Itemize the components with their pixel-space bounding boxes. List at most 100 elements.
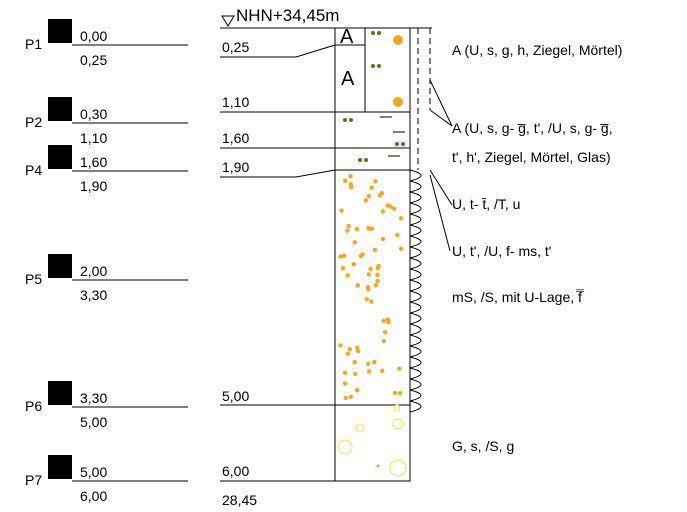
sand-dot [380,368,385,373]
dot [371,31,375,35]
sand-dot [366,194,372,199]
sand-dot [395,233,400,238]
sample-label: P1 [25,36,42,52]
sand-dot [388,204,393,209]
layer-description: A (U, s, g, h, Ziegel, Mörtel) [452,42,622,58]
sand-dot [376,263,381,269]
dot [377,64,381,68]
gravel [355,423,365,433]
sand-dot [346,223,351,229]
sand-dot [348,394,354,399]
sample-top: 0,30 [80,106,107,122]
sand-dot [343,178,348,183]
layer-description: G, s, /S, g [452,438,514,454]
sand-dot [348,182,353,187]
sand-dot [375,272,380,278]
dot [343,118,347,122]
sample-label: P4 [25,162,42,178]
depth-label: 1,10 [222,94,249,110]
svg-text:A: A [341,68,355,90]
gravel [392,418,404,430]
sand-dot [369,299,374,304]
depth-label: 6,00 [222,463,249,479]
sand-dot [373,282,379,288]
silt-lens [409,169,422,413]
sand-dot [398,216,404,221]
sample-bottom: 1,90 [80,178,107,194]
sample-bottom: 3,30 [80,287,107,303]
sand-dot [380,209,386,214]
sand-dot [372,247,378,253]
sand-dot [377,193,383,198]
sand-dot [369,185,374,190]
sand-dot [352,240,357,245]
sand-dot [358,253,363,259]
sand-dot [347,346,353,352]
sample-top: 0,00 [80,28,107,44]
sample-label: P6 [25,398,42,414]
sand-dot [373,179,378,184]
column-frame: A A [220,15,453,482]
sand-dot [352,359,357,365]
sand-dot [365,284,371,290]
sand-dot [342,370,348,376]
sand-dot [341,253,347,258]
gravel [393,404,401,412]
sample-bottom: 1,10 [80,130,107,146]
sample-bottom: 5,00 [80,414,107,430]
sample-marker [48,97,72,121]
sand-dot [339,208,344,213]
sand-dot [397,366,402,371]
labels: P1 0,00 0,25 P2 0,30 1,10 P4 1,60 1,90 P5 2,00 3,30… [25,19,622,508]
sand-dot [397,391,403,396]
sand-dot [363,198,369,203]
sample-marker [48,145,72,169]
sand-dot [365,361,371,367]
layer-description: mS, /S, mit U-Lage, f̿ [452,289,585,305]
dot [401,142,405,146]
sand-dot [340,266,346,271]
sand-dot [391,206,397,211]
brick [393,97,403,107]
dot [358,158,362,162]
sample-top: 3,30 [80,390,107,406]
sand-dot [354,226,360,232]
sand-dot [345,228,350,233]
sample-marker [48,254,72,278]
soil-symbols [337,31,422,477]
gravel [376,464,380,468]
svg-text:A: A [340,26,354,48]
depth-label: 0,25 [222,39,249,55]
dot [377,31,381,35]
gravel [389,459,407,477]
sand-dot [343,395,348,401]
sand-dot [345,351,351,356]
sand-dot [355,345,360,350]
sand-dot [338,343,343,348]
sand-dot [392,390,398,396]
sand-dot [353,371,358,377]
depth-label: 1,90 [222,159,249,175]
sand-dot [385,317,391,322]
sample-bottom: 0,25 [80,52,107,68]
sand-dot [367,369,372,374]
depth-label: 1,60 [222,130,249,146]
sample-top: 1,60 [80,154,107,170]
layer-description: U, t', /U, f- ms, t' [452,243,551,259]
sand-dot [338,254,343,259]
sample-top: 2,00 [80,263,107,279]
sample-marker [48,19,72,43]
brick [393,35,403,45]
sand-dot [398,246,404,251]
sample-top: 5,00 [80,464,107,480]
layer-description: t', h', Ziegel, Mörtel, Glas) [452,149,611,165]
sample-bottom: 6,00 [80,488,107,504]
dot [371,64,375,68]
sand-dot [381,318,386,324]
gravel [337,439,353,455]
dot [364,158,368,162]
sample-marker [48,381,72,405]
sand-dot [372,359,377,365]
layer-description: U, t- t̄, /T, u [452,196,520,212]
